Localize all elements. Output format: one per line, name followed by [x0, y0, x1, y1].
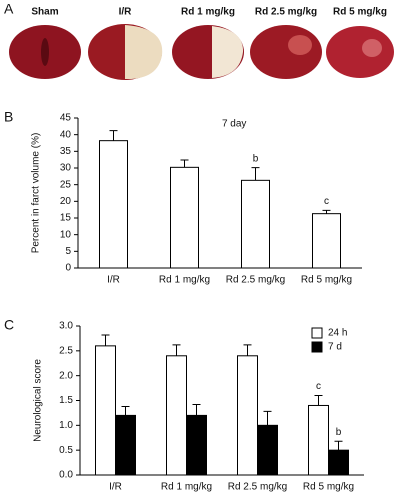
- legend-swatch: [311, 327, 323, 339]
- bar: [170, 166, 199, 269]
- bar: [166, 355, 187, 476]
- bar: [257, 424, 278, 476]
- error-bar: [334, 440, 343, 451]
- bar: [99, 140, 128, 269]
- y-axis-label: Percent in farct volume (%): [31, 133, 42, 254]
- error-bar: [263, 410, 272, 426]
- y-tick-label: 15: [60, 213, 72, 224]
- error-bar: [172, 344, 181, 356]
- error-bar: [180, 159, 189, 168]
- y-tick-label: 2.5: [59, 345, 73, 356]
- bar: [237, 355, 258, 476]
- error-bar: [109, 130, 118, 141]
- significance-letter: b: [253, 153, 259, 164]
- y-tick-label: 35: [60, 146, 72, 157]
- y-tick-label: 0.0: [59, 470, 73, 481]
- significance-letter: c: [324, 196, 329, 207]
- significance-letter: b: [336, 427, 342, 438]
- x-tick-label: I/R: [107, 275, 120, 286]
- brain-photos: [9, 24, 394, 80]
- error-bar: [314, 395, 323, 406]
- y-tick-label: 0.5: [59, 445, 73, 456]
- photo-label: I/R: [119, 7, 133, 18]
- bar: [95, 345, 116, 476]
- y-tick-label: 1.0: [59, 420, 73, 431]
- y-tick-label: 20: [60, 196, 72, 207]
- x-tick-label: Rd 5 mg/kg: [303, 482, 354, 493]
- bar: [312, 213, 341, 269]
- x-tick-label: Rd 2.5 mg/kg: [226, 275, 285, 286]
- error-bar: [121, 405, 130, 416]
- legend-label: 7 d: [328, 342, 342, 353]
- y-axis-label: Neurological score: [33, 359, 44, 442]
- panel-label: B: [4, 109, 13, 125]
- legend-swatch: [311, 341, 323, 353]
- panel-label: A: [4, 1, 14, 17]
- legend-label: 24 h: [328, 328, 347, 339]
- y-tick-label: 25: [60, 179, 72, 190]
- y-tick-label: 5: [65, 246, 71, 257]
- error-bar: [251, 167, 260, 181]
- bar: [115, 414, 136, 476]
- photo-label: Rd 2.5 mg/kg: [255, 7, 317, 18]
- y-tick-label: 3.0: [59, 321, 73, 332]
- y-tick-label: 40: [60, 129, 72, 140]
- x-tick-label: Rd 5 mg/kg: [301, 275, 352, 286]
- y-tick-label: 45: [60, 113, 72, 124]
- x-tick-label: I/R: [109, 482, 122, 493]
- error-bar: [322, 209, 331, 214]
- error-bar: [192, 403, 201, 416]
- bar: [186, 414, 207, 476]
- y-tick-label: 1.5: [59, 395, 73, 406]
- y-tick-label: 30: [60, 163, 72, 174]
- y-tick-label: 0: [65, 263, 71, 274]
- chart-title: 7 day: [222, 119, 246, 130]
- photo-label: Sham: [31, 7, 58, 18]
- bar: [308, 404, 329, 476]
- error-bar: [101, 334, 110, 346]
- panel-label: C: [4, 317, 14, 333]
- bar: [328, 449, 349, 476]
- photo-label: Rd 1 mg/kg: [181, 7, 235, 18]
- y-tick-label: 2.0: [59, 370, 73, 381]
- bar: [241, 179, 270, 269]
- x-tick-label: Rd 1 mg/kg: [161, 482, 212, 493]
- x-tick-label: Rd 2.5 mg/kg: [228, 482, 287, 493]
- x-tick-label: Rd 1 mg/kg: [159, 275, 210, 286]
- significance-letter: c: [316, 381, 321, 392]
- photo-label: Rd 5 mg/kg: [333, 7, 387, 18]
- error-bar: [243, 344, 252, 356]
- y-tick-label: 10: [60, 229, 72, 240]
